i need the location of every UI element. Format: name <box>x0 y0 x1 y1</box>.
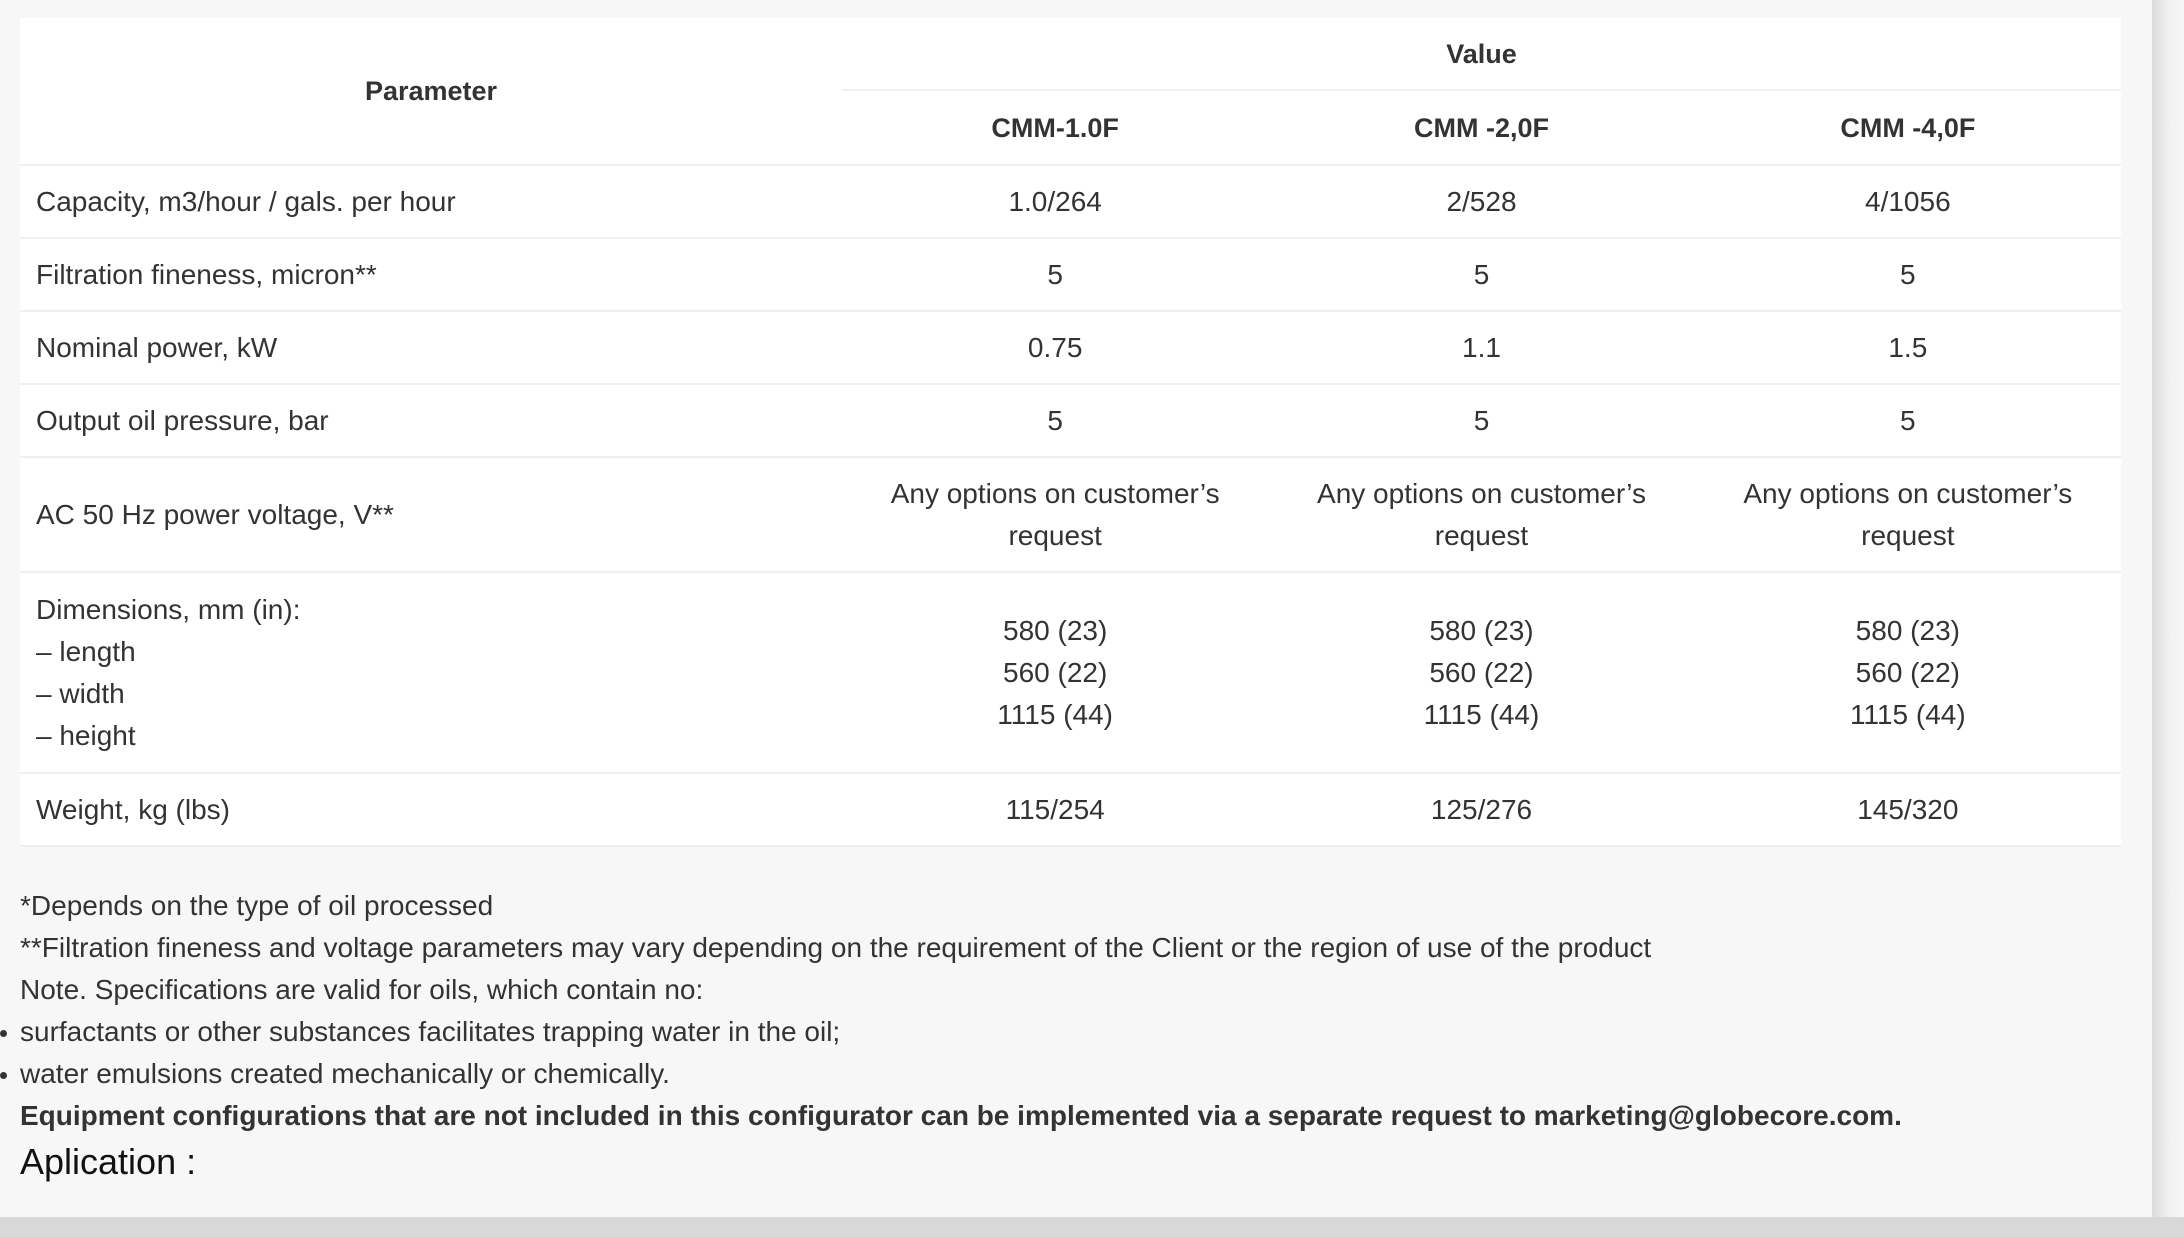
table-row: Nominal power, kW 0.75 1.1 1.5 <box>20 311 2121 385</box>
specifications-table: Parameter Value CMM-1.0F CMM -2,0F CMM -… <box>20 18 2121 847</box>
value-cell: 2/528 <box>1268 165 1695 239</box>
param-cell: Capacity, m3/hour / gals. per hour <box>20 165 842 239</box>
value-line: 1115 (44) <box>997 698 1114 730</box>
footnote: **Filtration fineness and voltage parame… <box>20 932 1652 963</box>
value-cell: Any options on customer’s request <box>842 457 1269 573</box>
value-cell: 5 <box>1268 384 1695 458</box>
value-cell: 5 <box>1694 384 2121 458</box>
header-parameter: Parameter <box>20 18 842 166</box>
table-row: Filtration fineness, micron** 5 5 5 <box>20 238 2121 312</box>
bottom-bar <box>0 1217 2184 1237</box>
header-model: CMM -4,0F <box>1694 90 2121 166</box>
configurations-note: Equipment configurations that are not in… <box>20 1100 1902 1131</box>
value-cell: 5 <box>842 384 1269 458</box>
value-line: 580 (23) <box>1003 614 1108 646</box>
note: Note. Specifications are valid for oils,… <box>20 974 704 1005</box>
header-model: CMM-1.0F <box>842 90 1269 166</box>
value-cell: 1.1 <box>1268 311 1695 385</box>
value-line: 560 (22) <box>1429 656 1534 688</box>
param-cell: Dimensions, mm (in): – length – width – … <box>20 572 842 774</box>
value-line: 560 (22) <box>1003 656 1108 688</box>
value-cell: 5 <box>1268 238 1695 312</box>
note-list: surfactants or other substances facilita… <box>0 1011 1902 1095</box>
param-line: – height <box>36 719 136 751</box>
application-heading: Aplication : <box>20 1141 197 1182</box>
param-line: – length <box>36 635 136 667</box>
value-line: 580 (23) <box>1429 614 1534 646</box>
param-cell: Nominal power, kW <box>20 311 842 385</box>
table-row: Capacity, m3/hour / gals. per hour 1.0/2… <box>20 165 2121 239</box>
value-cell: 580 (23) 560 (22) 1115 (44) <box>1694 572 2121 774</box>
value-cell: 5 <box>842 238 1269 312</box>
value-cell: 4/1056 <box>1694 165 2121 239</box>
param-cell: AC 50 Hz power voltage, V** <box>20 457 842 573</box>
table-row: Dimensions, mm (in): – length – width – … <box>20 572 2121 774</box>
value-cell: 1.5 <box>1694 311 2121 385</box>
value-cell: 145/320 <box>1694 773 2121 847</box>
value-line: 1115 (44) <box>1849 698 1966 730</box>
header-model: CMM -2,0F <box>1268 90 1695 166</box>
value-cell: 5 <box>1694 238 2121 312</box>
param-cell: Output oil pressure, bar <box>20 384 842 458</box>
notes: *Depends on the type of oil processed **… <box>0 885 1902 1187</box>
page-shadow <box>2152 0 2184 1217</box>
param-line: – width <box>36 677 125 709</box>
value-cell: 115/254 <box>842 773 1269 847</box>
value-line: 580 (23) <box>1855 614 1960 646</box>
table-row: Weight, kg (lbs) 115/254 125/276 145/320 <box>20 773 2121 847</box>
table-row: Output oil pressure, bar 5 5 5 <box>20 384 2121 458</box>
value-cell: 0.75 <box>842 311 1269 385</box>
list-item: water emulsions created mechanically or … <box>0 1053 1902 1095</box>
list-item: surfactants or other substances facilita… <box>0 1011 1902 1053</box>
value-cell: 580 (23) 560 (22) 1115 (44) <box>1268 572 1695 774</box>
value-cell: Any options on customer’s request <box>1268 457 1695 573</box>
header-value: Value <box>842 18 2121 91</box>
value-cell: 1.0/264 <box>842 165 1269 239</box>
value-cell: 580 (23) 560 (22) 1115 (44) <box>842 572 1269 774</box>
value-line: 1115 (44) <box>1423 698 1540 730</box>
footnote: *Depends on the type of oil processed <box>20 890 494 921</box>
param-line: Dimensions, mm (in): <box>36 593 301 625</box>
value-cell: Any options on customer’s request <box>1694 457 2121 573</box>
value-cell: 125/276 <box>1268 773 1695 847</box>
param-cell: Weight, kg (lbs) <box>20 773 842 847</box>
value-line: 560 (22) <box>1855 656 1960 688</box>
param-cell: Filtration fineness, micron** <box>20 238 842 312</box>
table-row: AC 50 Hz power voltage, V** Any options … <box>20 457 2121 573</box>
